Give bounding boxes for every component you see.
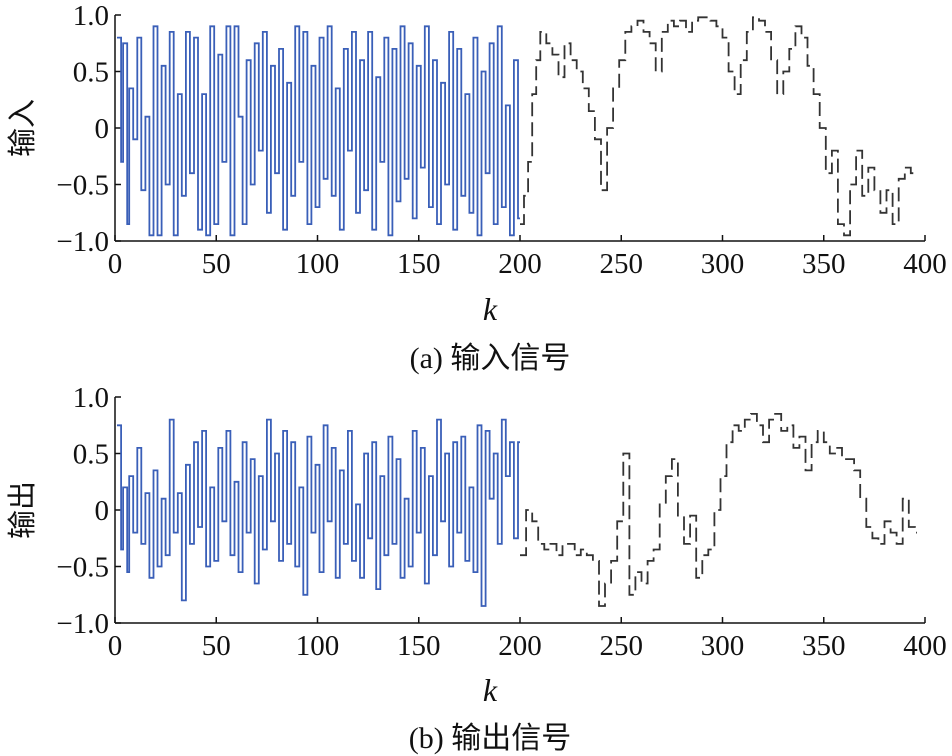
series-layer — [117, 16, 919, 237]
y-tick-label: 0 — [95, 495, 110, 527]
series-solid-line — [117, 418, 520, 607]
series-solid-line — [117, 25, 520, 237]
y-axis-label: 输入 — [5, 99, 39, 157]
y-axis-label: 输出 — [5, 481, 39, 539]
series-layer — [117, 413, 917, 607]
x-axis-label: k — [483, 291, 498, 327]
panel-b-chart: 0 50 100 150 200 250 300 350 400−1.0−0.500.51.0 … — [5, 382, 947, 755]
axis-ticks: 0 50 100 150 200 250 300 350 400 −1.0 −0.5 0 0.5 1.0 — [56, 0, 946, 280]
x-axis-label: k — [483, 672, 498, 708]
x-tick-label: 300 — [701, 630, 745, 662]
y-tick-label: −0.5 — [56, 552, 109, 584]
y-tick-label: 0.5 — [73, 439, 109, 471]
x-tick-label: 0 — [108, 248, 123, 280]
x-tick-label: 200 — [498, 630, 542, 662]
y-tick-label: 0.5 — [73, 57, 109, 89]
series-dashed-line — [520, 16, 919, 237]
x-tick-label: 200 — [498, 248, 542, 280]
y-tick-label: −1.0 — [56, 608, 109, 640]
axis-ticks: 0 50 100 150 200 250 300 350 400 −1.0 −0.5 0 0.5 1.0 — [56, 382, 946, 662]
x-tick-label: 250 — [600, 248, 644, 280]
x-tick-label: 150 — [397, 248, 441, 280]
x-tick-label: 150 — [397, 630, 441, 662]
y-tick-label: 0 — [95, 113, 110, 145]
panel-a-chart: 0 50 100 150 200 250 300 350 400−1.0−0.500.51.0 … — [5, 0, 947, 375]
y-tick-label: 1.0 — [73, 382, 109, 414]
y-tick-label: 1.0 — [73, 0, 109, 32]
y-tick-label: −0.5 — [56, 170, 109, 202]
x-tick-label: 50 — [202, 630, 231, 662]
series-dashed-line — [520, 413, 917, 607]
x-tick-label: 400 — [903, 248, 947, 280]
x-tick-label: 350 — [802, 630, 846, 662]
x-tick-label: 350 — [802, 248, 846, 280]
chart-caption: (a) 输入信号 — [410, 342, 571, 375]
x-tick-label: 100 — [296, 248, 340, 280]
x-tick-label: 50 — [202, 248, 231, 280]
y-tick-label: −1.0 — [56, 226, 109, 258]
x-tick-label: 300 — [701, 248, 745, 280]
chart-caption: (b) 输出信号 — [409, 722, 571, 755]
x-tick-label: 100 — [296, 630, 340, 662]
x-tick-label: 250 — [600, 630, 644, 662]
x-tick-label: 400 — [903, 630, 947, 662]
x-tick-label: 0 — [108, 630, 123, 662]
